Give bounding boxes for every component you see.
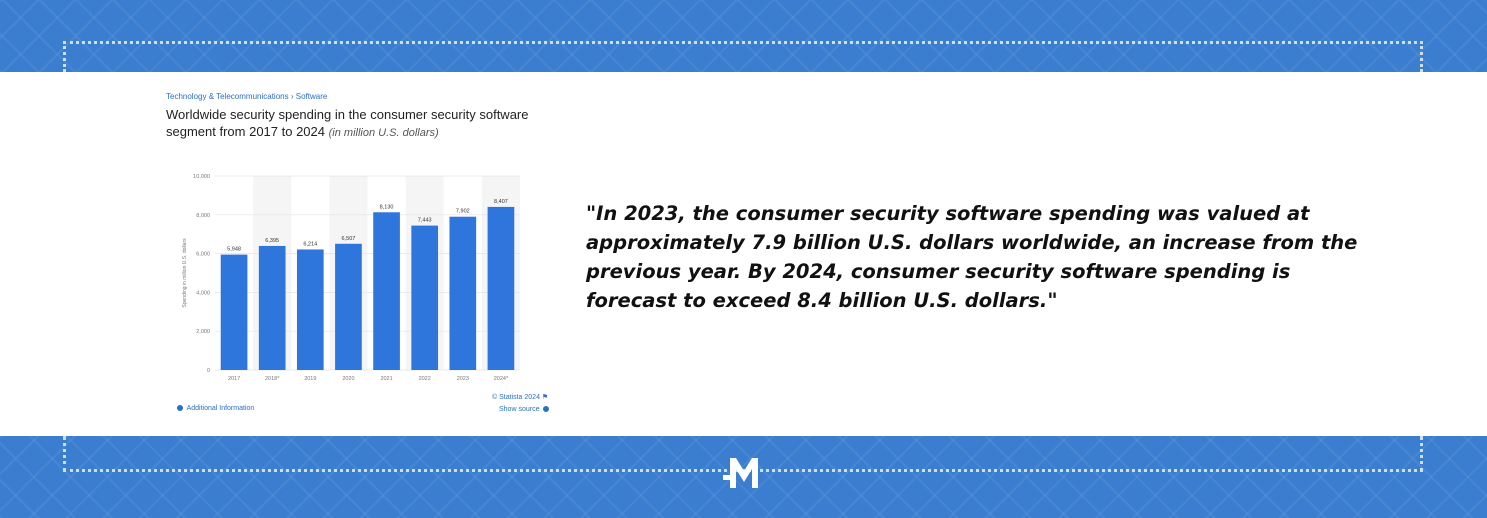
chart-title: Worldwide security spending in the consu… xyxy=(166,106,536,142)
quote-text: "In 2023, the consumer security software… xyxy=(586,202,1358,312)
y-tick-label: 4,000 xyxy=(196,290,210,296)
m-logo-icon xyxy=(722,456,766,495)
chart-bars xyxy=(220,206,515,370)
value-label: 8,130 xyxy=(380,204,394,210)
value-label: 8,407 xyxy=(494,199,508,205)
x-tick-label: 2021 xyxy=(380,376,392,382)
bar[interactable] xyxy=(449,216,477,370)
x-axis-labels: 2017 2018* 2019 2020 2021 2022 2023 2024* xyxy=(228,376,509,382)
bar[interactable] xyxy=(258,245,286,370)
bar[interactable] xyxy=(335,243,362,370)
additional-info-label: Additional Information xyxy=(186,405,255,412)
value-label: 6,507 xyxy=(342,236,356,242)
bar[interactable] xyxy=(373,212,400,370)
flag-icon: ⚑ xyxy=(541,394,549,401)
bar[interactable] xyxy=(487,206,515,370)
y-tick-label: 6,000 xyxy=(196,252,210,258)
show-source-label: Show source xyxy=(499,406,540,413)
value-label: 7,443 xyxy=(418,218,432,224)
content-panel: Technology & Telecommunications › Softwa… xyxy=(0,72,1487,436)
y-axis-label: Spending in million U.S. dollars xyxy=(182,238,188,308)
source-info-icon xyxy=(543,406,550,413)
x-tick-label: 2023 xyxy=(457,376,469,382)
value-labels: 5,948 6,395 6,214 6,507 8,130 7,443 7,902 8,407 xyxy=(227,199,508,253)
top-banner xyxy=(0,0,1487,72)
y-axis-ticks: 0 2,000 4,000 6,000 8,000 10,000 xyxy=(193,174,210,374)
x-tick-label: 2019 xyxy=(304,376,316,382)
bar[interactable] xyxy=(296,249,324,370)
y-tick-label: 8,000 xyxy=(196,213,210,219)
chart-title-text: Worldwide security spending in the consu… xyxy=(166,107,529,139)
breadcrumb: Technology & Telecommunications › Softwa… xyxy=(166,92,327,101)
breadcrumb-separator: › xyxy=(290,92,294,101)
value-label: 5,948 xyxy=(227,247,241,253)
x-tick-label: 2018* xyxy=(265,376,280,382)
value-label: 7,902 xyxy=(456,209,470,215)
x-tick-label: 2022 xyxy=(419,376,431,382)
x-tick-label: 2020 xyxy=(342,376,354,382)
chart-unit: (in million U.S. dollars) xyxy=(328,127,439,139)
bar[interactable] xyxy=(411,225,439,370)
statista-copyright-label: © Statista 2024 xyxy=(492,394,540,401)
y-tick-label: 10,000 xyxy=(193,174,210,180)
show-source-link[interactable]: Show source xyxy=(499,406,551,413)
x-tick-label: 2024* xyxy=(494,376,509,382)
additional-info-link[interactable]: Additional Information xyxy=(175,405,254,412)
statista-copyright[interactable]: © Statista 2024 ⚑ xyxy=(492,393,548,401)
y-tick-label: 2,000 xyxy=(196,329,210,335)
bar-chart: 0 2,000 4,000 6,000 8,000 10,000 Spending in … xyxy=(182,174,520,382)
breadcrumb-category-link[interactable]: Technology & Telecommunications xyxy=(166,92,289,101)
x-tick-label: 2017 xyxy=(228,376,240,382)
value-label: 6,395 xyxy=(265,238,279,244)
breadcrumb-subcategory-link[interactable]: Software xyxy=(295,92,328,101)
top-dotted-frame xyxy=(63,41,1423,72)
value-label: 6,214 xyxy=(303,241,317,247)
info-icon xyxy=(177,405,183,412)
bar[interactable] xyxy=(220,254,248,370)
y-tick-label: 0 xyxy=(207,368,210,374)
